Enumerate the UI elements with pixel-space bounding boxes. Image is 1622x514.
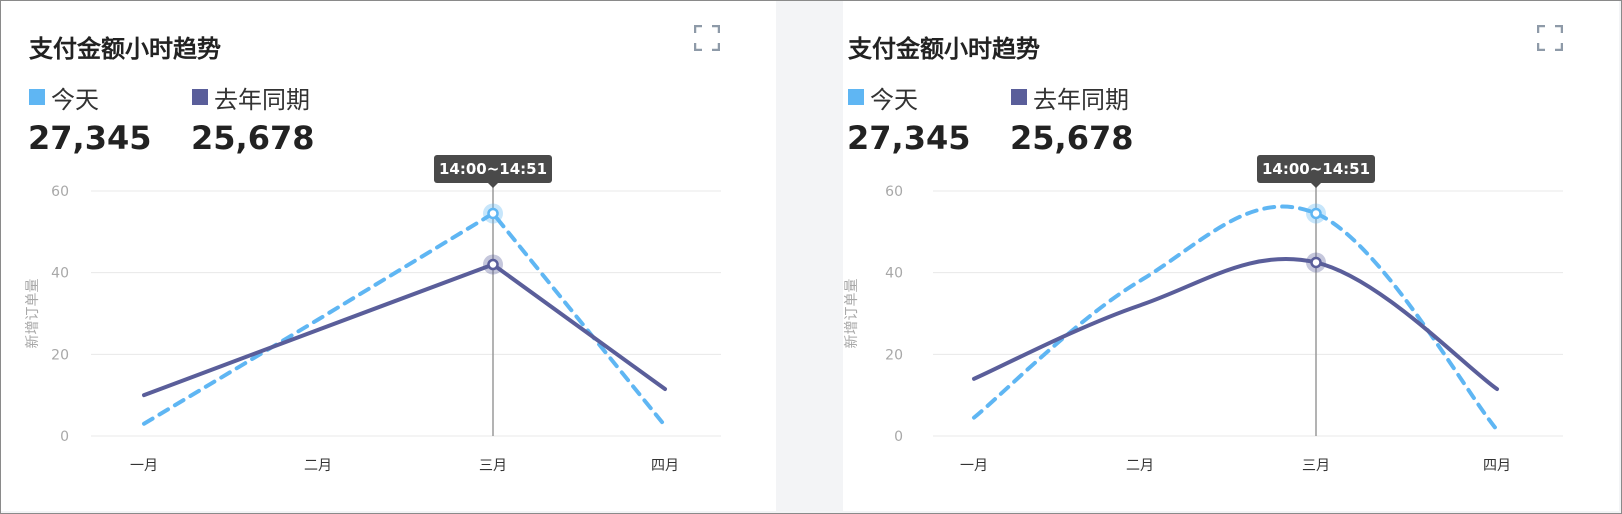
legend-today-swatch <box>29 89 45 105</box>
today-value: 27,345 <box>28 119 152 157</box>
x-tick-label: 二月 <box>1126 458 1154 474</box>
today-value: 27,345 <box>847 119 971 157</box>
y-tick-label: 0 <box>894 429 903 445</box>
last-year-value: 25,678 <box>1010 119 1134 157</box>
legend-today-label: 今天 <box>51 85 99 114</box>
tooltip-text: 14:00~14:51 <box>1262 160 1370 178</box>
legend-last-year-swatch <box>192 89 208 105</box>
legend-today-label: 今天 <box>870 85 918 114</box>
chart-card-smooth: 支付金额小时趋势 今天 去年同期 27,345 25,678 0 20 40 60 新增… <box>843 1 1619 511</box>
series-line-today <box>142 211 667 428</box>
y-axis-label: 新增订单量 <box>25 279 41 349</box>
y-tick-label: 20 <box>885 347 903 363</box>
card-title: 支付金额小时趋势 <box>29 35 221 63</box>
x-tick-label: 四月 <box>651 458 679 474</box>
fullscreen-icon[interactable] <box>693 24 721 52</box>
y-axis-label: 新增订单量 <box>844 279 860 349</box>
series-line-today <box>972 204 1499 432</box>
y-tick-label: 60 <box>51 184 69 200</box>
legend-last-year[interactable]: 去年同期 <box>1011 83 1129 114</box>
tooltip-arrow <box>1311 183 1321 188</box>
tooltip-text: 14:00~14:51 <box>439 160 547 178</box>
y-tick-label: 40 <box>51 266 69 282</box>
legend-last-year-swatch <box>1011 89 1027 105</box>
x-tick-label: 四月 <box>1483 458 1511 474</box>
tooltip-box <box>1257 155 1375 183</box>
x-tick-label: 一月 <box>130 458 158 474</box>
y-tick-label: 60 <box>885 184 903 200</box>
legend-today[interactable]: 今天 <box>29 83 99 114</box>
y-tick-label: 0 <box>60 429 69 445</box>
series-line-last-year <box>142 262 667 398</box>
chart-card-linear: 支付金额小时趋势 今天 去年同期 27,345 25,678 0 20 40 60 新增… <box>1 1 776 511</box>
highlight-point <box>487 258 499 271</box>
x-tick-label: 三月 <box>1302 458 1330 474</box>
legend-last-year[interactable]: 去年同期 <box>192 83 310 114</box>
series-line-last-year <box>972 256 1499 392</box>
y-tick-label: 20 <box>51 347 69 363</box>
fullscreen-icon[interactable] <box>1536 24 1564 52</box>
legend-last-year-label: 去年同期 <box>1033 85 1129 114</box>
highlight-point <box>1310 256 1322 269</box>
legend-today[interactable]: 今天 <box>848 83 918 114</box>
highlight-point <box>1310 207 1322 220</box>
tooltip-box <box>434 155 552 183</box>
card-title: 支付金额小时趋势 <box>848 35 1040 63</box>
highlight-point <box>487 207 499 220</box>
tooltip-arrow <box>488 183 498 188</box>
x-tick-label: 二月 <box>304 458 332 474</box>
y-tick-label: 40 <box>885 266 903 282</box>
x-tick-label: 一月 <box>960 458 988 474</box>
last-year-value: 25,678 <box>191 119 315 157</box>
x-tick-label: 三月 <box>479 458 507 474</box>
legend-today-swatch <box>848 89 864 105</box>
legend-last-year-label: 去年同期 <box>214 85 310 114</box>
